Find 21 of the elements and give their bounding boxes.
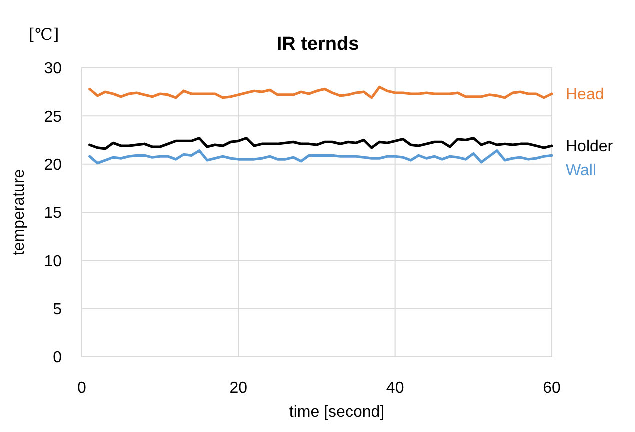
y-tick-label: 15 [44, 205, 62, 222]
y-tick-label: 0 [53, 350, 62, 367]
x-tick-label: 0 [78, 380, 87, 397]
y-tick-label: 10 [44, 253, 62, 270]
line-series [88, 137, 554, 150]
x-tick-label: 60 [543, 380, 561, 397]
series-label: Holder [566, 138, 614, 156]
series-label: Head [566, 86, 604, 104]
y-tick-label: 25 [44, 108, 62, 126]
series-label: Wall [566, 162, 597, 180]
y-tick-label: 20 [44, 156, 62, 174]
y-tick-label: 30 [44, 60, 62, 78]
text: [℃] [28, 25, 60, 44]
y-axis-title: temperature [11, 169, 28, 256]
x-tick-label: 20 [230, 380, 248, 397]
x-axis-title: time [second] [289, 404, 385, 421]
y-tick-label: 5 [53, 301, 62, 318]
x-tick-label: 40 [386, 380, 404, 397]
chart-title: IR ternds [276, 34, 360, 55]
line-series [88, 86, 554, 100]
line-series [88, 150, 554, 165]
